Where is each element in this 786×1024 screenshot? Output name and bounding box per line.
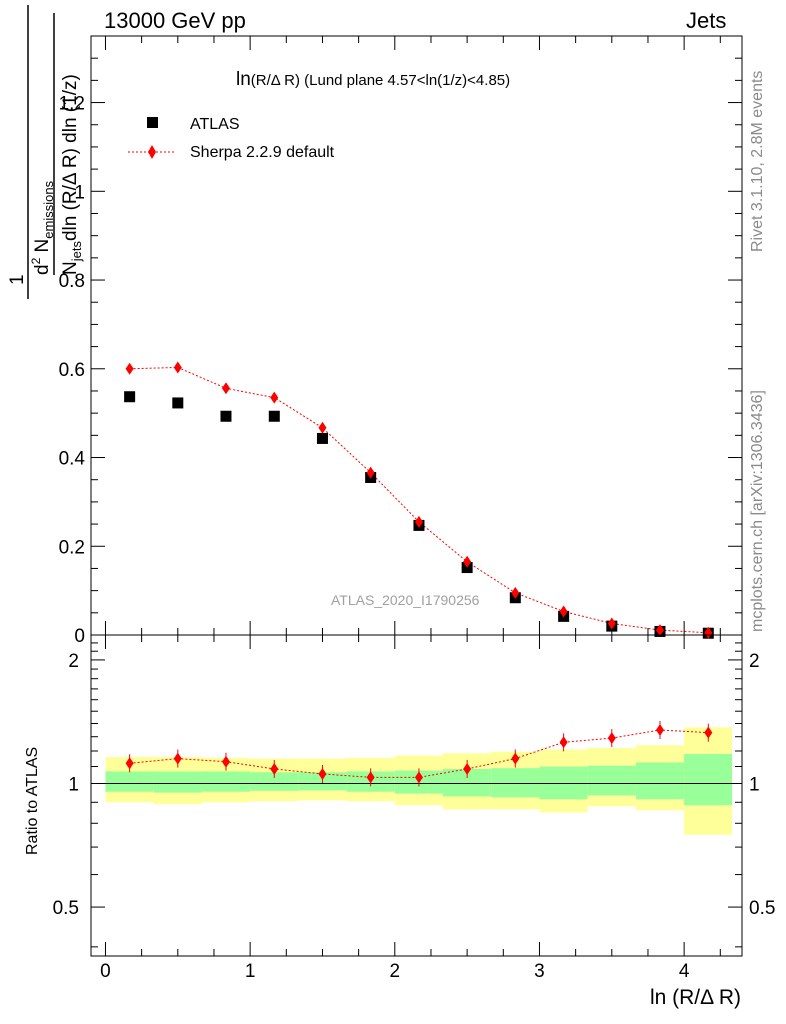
ratio-y-tick-labels: 0.5 1 2 [53, 651, 79, 919]
ratio-y-tick-label-right: 0.5 [749, 898, 775, 919]
ratio-data-point [704, 726, 713, 739]
y-tick-label: 0.2 [59, 537, 85, 558]
sherpa-data-point [366, 466, 375, 479]
ratio-panel-frame [90, 634, 743, 957]
ratio-data-point [511, 752, 520, 765]
y-tick-label: 1 [74, 182, 85, 203]
sherpa-data-point [221, 382, 230, 395]
sherpa-data-point [607, 617, 616, 630]
sherpa-data-point [511, 586, 520, 599]
atlas-data-point [268, 410, 280, 422]
x-axis-label: ln (R/Δ R) [650, 986, 741, 1009]
sherpa-data-point [559, 605, 568, 618]
ratio-y-tick-label-right: 2 [749, 651, 760, 672]
atlas-data-point [172, 397, 184, 409]
y-axis-label: 1 d2 Nemissions Njetsdln (R/Δ R) dln (1/… [7, 5, 84, 299]
ratio-data-point [221, 755, 230, 768]
atlas-data-point [316, 432, 328, 444]
stat-uncertainty-band [587, 765, 636, 796]
y-tick-label: 0 [74, 626, 85, 647]
mcplots-label: mcplots.cern.ch [arXiv:1306.3436] [749, 390, 766, 632]
analysis-watermark: ATLAS_2020_I1790256 [331, 592, 480, 608]
legend-atlas-label: ATLAS [190, 116, 240, 133]
ratio-data-point [125, 757, 134, 770]
ratio-data-point [270, 762, 279, 775]
y-label-prefactor: 1 [7, 274, 28, 285]
y-tick-label: 0.6 [59, 360, 85, 381]
sherpa-data-point [270, 391, 279, 404]
x-tick-label: 1 [245, 961, 256, 982]
x-tick-label: 0 [100, 961, 111, 982]
ratio-data-point [366, 771, 375, 784]
plot-title: ln(R/Δ R) (Lund plane 4.57<ln(1/z)<4.85) [236, 69, 510, 90]
x-tick-labels: 0 1 2 3 4 [100, 961, 690, 982]
main-panel: 0 0.2 0.4 0.6 0.8 1 1.2 ln(R/Δ R) (Lund plane … [7, 5, 743, 647]
header-jets-label: Jets [686, 8, 727, 33]
legend-sherpa-label: Sherpa 2.2.9 default [190, 144, 335, 161]
ratio-points [125, 720, 713, 787]
ratio-y-tick-label: 2 [68, 651, 79, 672]
stat-uncertainty-band [539, 766, 588, 800]
ratio-y-tick-labels-right: 0.5 1 2 [749, 651, 775, 919]
ratio-y-tick-label: 1 [68, 774, 79, 795]
atlas-data-point [220, 410, 232, 422]
legend-atlas-marker [147, 117, 158, 128]
stat-uncertainty-band [491, 768, 540, 798]
main-panel-frame [90, 35, 743, 636]
ratio-y-tick-label-right: 1 [749, 774, 760, 795]
sherpa-data-point [704, 626, 713, 639]
atlas-data-point [124, 391, 136, 403]
sherpa-data-point [173, 361, 182, 374]
header-energy-label: 13000 GeV pp [104, 8, 246, 33]
ratio-data-point [173, 752, 182, 765]
sherpa-data-point [414, 515, 423, 528]
stat-uncertainty-band [635, 762, 685, 800]
stat-uncertainty-band [153, 771, 202, 793]
legend: ATLAS Sherpa 2.2.9 default [128, 116, 335, 161]
sherpa-data-point [125, 362, 134, 375]
sherpa-data-point [318, 421, 327, 434]
main-panel-y-tick-labels: 0 0.2 0.4 0.6 0.8 1 1.2 [59, 94, 86, 647]
ratio-y-tick-label: 0.5 [53, 898, 79, 919]
rivet-version-label: Rivet 3.1.10, 2.8M events [749, 70, 766, 252]
y-tick-label: 1.2 [59, 94, 85, 115]
ratio-data-point [463, 762, 472, 775]
stat-uncertainty-band [684, 753, 732, 806]
uncertainty-bands [105, 727, 732, 835]
y-tick-label: 0.8 [59, 271, 85, 292]
stat-uncertainty-band [105, 771, 154, 792]
stat-uncertainty-band [250, 772, 299, 791]
ratio-y-axis-label: Ratio to ATLAS [24, 747, 41, 855]
ratio-data-point [318, 767, 327, 780]
sherpa-data-point [655, 624, 664, 637]
x-tick-label: 4 [679, 961, 690, 982]
ratio-panel-ticks [91, 635, 742, 956]
y-label-denominator: Njetsdln (R/Δ R) dln (1/z) [60, 74, 84, 275]
x-tick-label: 3 [534, 961, 545, 982]
ratio-data-point [607, 732, 616, 745]
y-label-numerator: d2 Nemissions [29, 180, 56, 275]
legend-sherpa-marker [148, 145, 156, 159]
x-tick-label: 2 [390, 961, 401, 982]
stat-uncertainty-band [201, 771, 251, 792]
main-panel-ticks [91, 36, 742, 636]
ratio-data-point [559, 736, 568, 749]
y-tick-label: 0.4 [59, 449, 86, 470]
sherpa-points [125, 361, 713, 639]
ratio-data-point [655, 723, 664, 736]
ratio-panel: 0.5 1 2 0.5 1 2 0 1 2 3 4 Ratio to ATLAS ln (R/Δ… [24, 634, 775, 1009]
ratio-data-point [414, 771, 423, 784]
sherpa-data-point [463, 555, 472, 568]
